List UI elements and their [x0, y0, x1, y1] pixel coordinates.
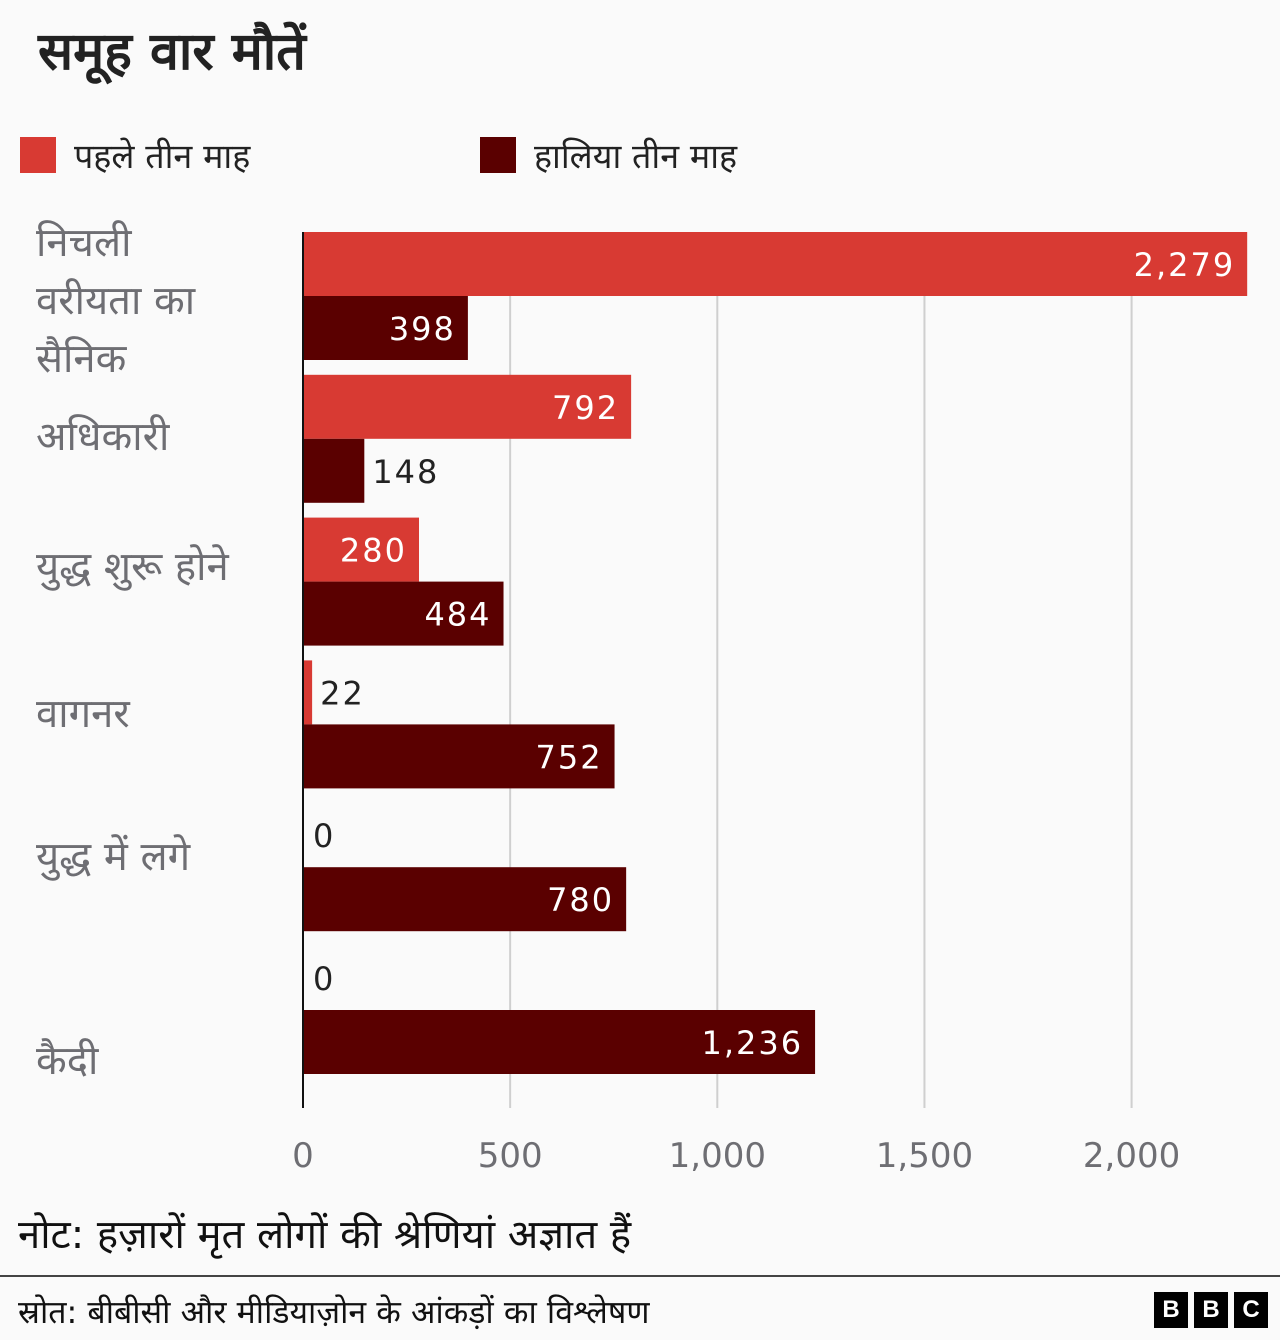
divider [0, 1275, 1280, 1277]
data-label: 0 [313, 960, 335, 998]
data-label: 22 [320, 674, 365, 712]
category-label: युद्ध शुरू होने [36, 544, 229, 590]
category-label: कैदी [36, 1038, 99, 1084]
category-label-line: वरीयता का [36, 278, 196, 324]
data-label: 2,279 [1134, 246, 1236, 284]
data-label: 148 [372, 453, 439, 491]
bar [303, 1010, 816, 1074]
x-tick-label: 1,000 [669, 1136, 766, 1176]
legend-item-recent-three-months: हालिया तीन माह [480, 132, 737, 178]
category-label: अधिकारी [36, 414, 170, 460]
chart-source: स्रोत: बीबीसी और मीडियाज़ोन के आंकड़ों क… [18, 1293, 650, 1331]
legend-swatch [20, 137, 56, 173]
data-label: 398 [389, 310, 456, 348]
chart-title: समूह वार मौतें [38, 22, 306, 82]
category-label: युद्ध में लगे [36, 834, 191, 880]
data-label: 0 [313, 817, 335, 855]
bar [303, 232, 1248, 296]
data-label: 280 [340, 532, 407, 570]
legend-label: पहले तीन माह [74, 137, 251, 177]
bar [303, 296, 468, 360]
legend-swatch [480, 137, 516, 173]
chart-note: नोट: हज़ारों मृत लोगों की श्रेणियां अज्ञ… [18, 1212, 632, 1258]
x-tick-label: 2,000 [1083, 1136, 1180, 1176]
legend-item-first-three-months: पहले तीन माह [20, 132, 250, 178]
bar [303, 724, 615, 789]
bar [303, 660, 313, 725]
data-label: 1,236 [701, 1024, 803, 1062]
category-label: वागनर [36, 691, 130, 737]
logo-letter: C [1234, 1292, 1268, 1328]
category-label-line: निचली [36, 220, 132, 266]
bar [303, 581, 504, 646]
bar [303, 517, 420, 582]
bbc-logo: B B C [1154, 1292, 1268, 1328]
bar [303, 867, 627, 932]
category-label-line: सैनिक [36, 336, 127, 382]
bar [303, 438, 365, 503]
logo-letter: B [1154, 1292, 1188, 1328]
legend-label: हालिया तीन माह [534, 137, 738, 177]
x-tick-label: 0 [292, 1136, 314, 1176]
data-label: 792 [552, 389, 619, 427]
logo-letter: B [1194, 1292, 1228, 1328]
x-tick-label: 1,500 [876, 1136, 973, 1176]
data-label: 752 [535, 738, 602, 776]
x-tick-label: 500 [478, 1136, 543, 1176]
data-label: 484 [424, 596, 491, 634]
bar [303, 374, 632, 439]
category-label: निचली वरीयता का सैनिक [36, 214, 296, 388]
data-label: 780 [547, 881, 614, 919]
